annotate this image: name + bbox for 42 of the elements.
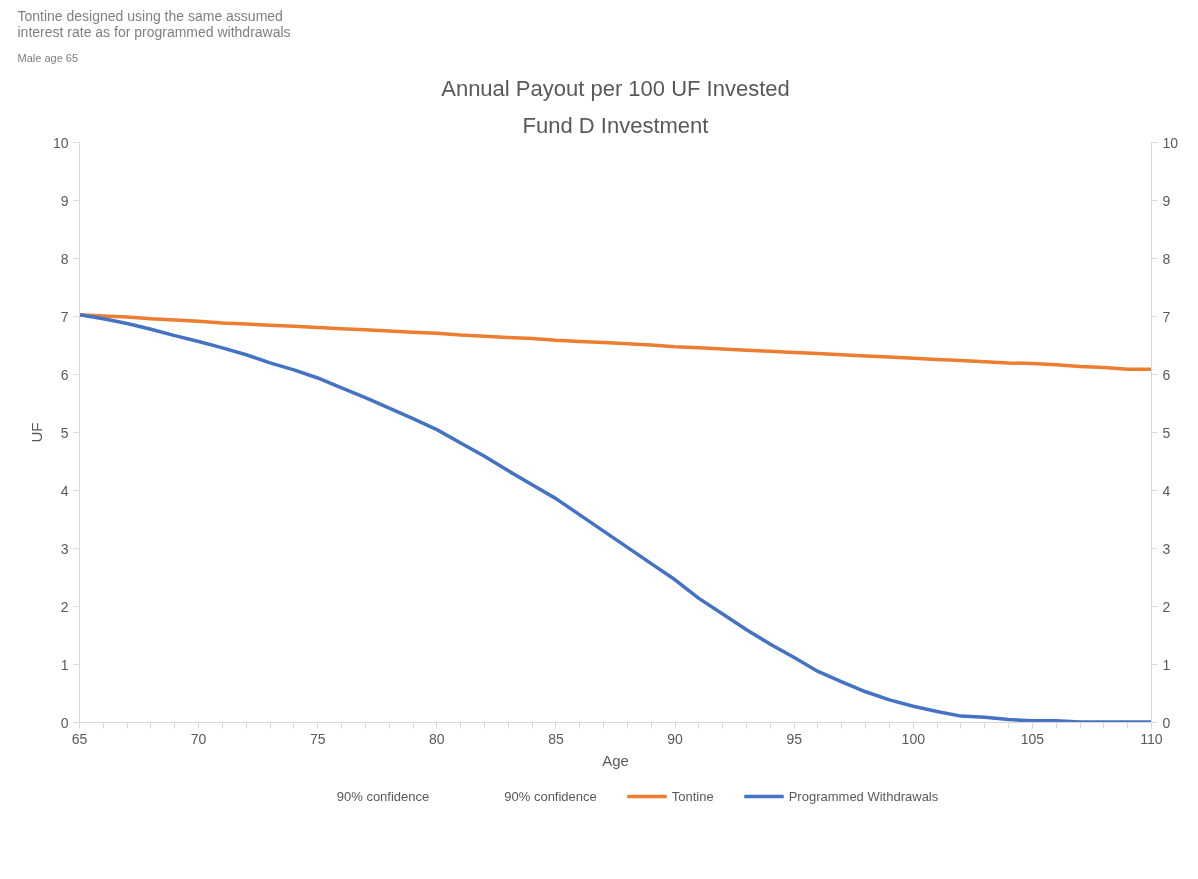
y-tick-label: 7 — [60, 308, 69, 325]
y2-tick-label: 5 — [1162, 424, 1171, 441]
x-tick-label: 105 — [1020, 730, 1045, 747]
chart-title: Annual Payout per 100 UF Invested — [441, 75, 790, 101]
y-tick-label: 6 — [60, 366, 69, 383]
y2-tick-label: 3 — [1162, 540, 1171, 557]
legend-label: Programmed Withdrawals — [788, 788, 939, 804]
x-tick-label: 110 — [1140, 730, 1163, 747]
x-tick-label: 70 — [190, 730, 207, 747]
legend-label: Tontine — [671, 788, 714, 804]
x-tick-label: 85 — [548, 730, 564, 747]
x-tick-label: 100 — [901, 730, 926, 747]
text: 90% confidence — [336, 788, 430, 804]
y2-tick-label: 7 — [1162, 308, 1171, 325]
text: Male age 65 — [17, 51, 79, 64]
y2-tick-label: 10 — [1162, 134, 1179, 151]
chart-subtitle: Fund D Investment — [522, 112, 709, 138]
y-tick-label: 4 — [60, 482, 69, 499]
y-tick-label: 8 — [60, 250, 69, 267]
y-tick-label: 10 — [52, 134, 69, 151]
y-axis-title: UF — [27, 422, 45, 443]
x-tick-label: 65 — [71, 730, 88, 747]
y2-tick-label: 2 — [1162, 598, 1171, 615]
y2-tick-label: 9 — [1162, 192, 1171, 209]
y2-tick-label: 1 — [1162, 656, 1171, 673]
y-tick-label: 2 — [60, 598, 69, 615]
x-tick-label: 90 — [667, 730, 684, 747]
y-tick-label: 9 — [60, 192, 69, 209]
y2-tick-label: 4 — [1162, 482, 1171, 499]
text: 90% confidence — [504, 788, 597, 804]
y2-tick-label: 0 — [1162, 714, 1171, 731]
y-tick-label: 5 — [60, 424, 69, 441]
y2-tick-label: 6 — [1162, 366, 1171, 383]
x-tick-label: 95 — [786, 730, 803, 747]
y-tick-label: 1 — [60, 656, 69, 673]
x-tick-label: 80 — [429, 730, 445, 747]
text: Tontine designed using the same assumed interest rate as for programmed withdrawals — [17, 7, 291, 40]
y-tick-label: 0 — [60, 714, 69, 731]
x-tick-label: 75 — [309, 730, 326, 747]
y-tick-label: 3 — [60, 540, 69, 557]
x-axis-title: Age — [602, 751, 629, 769]
y2-tick-label: 8 — [1162, 250, 1171, 267]
